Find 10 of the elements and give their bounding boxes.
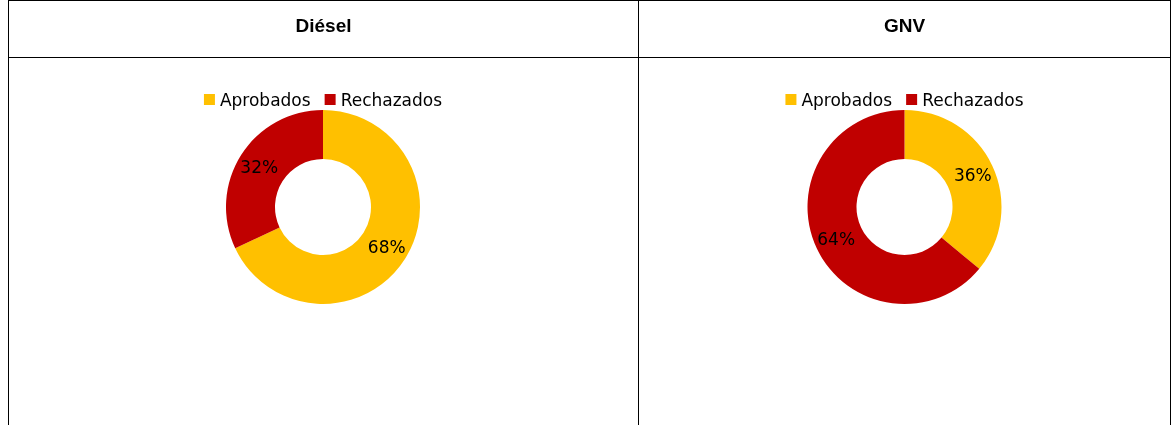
legend-label: Rechazados bbox=[922, 89, 1024, 110]
legend-label: Aprobados bbox=[219, 89, 311, 110]
chart-title: Diésel bbox=[9, 1, 638, 58]
data-label: 64% bbox=[817, 229, 856, 250]
data-label: 36% bbox=[953, 164, 992, 185]
legend-label: Rechazados bbox=[340, 89, 443, 110]
chart-title: GNV bbox=[639, 1, 1170, 58]
data-label: 32% bbox=[240, 156, 279, 177]
legend-label: Aprobados bbox=[801, 89, 893, 110]
data-label: 68% bbox=[367, 237, 406, 258]
